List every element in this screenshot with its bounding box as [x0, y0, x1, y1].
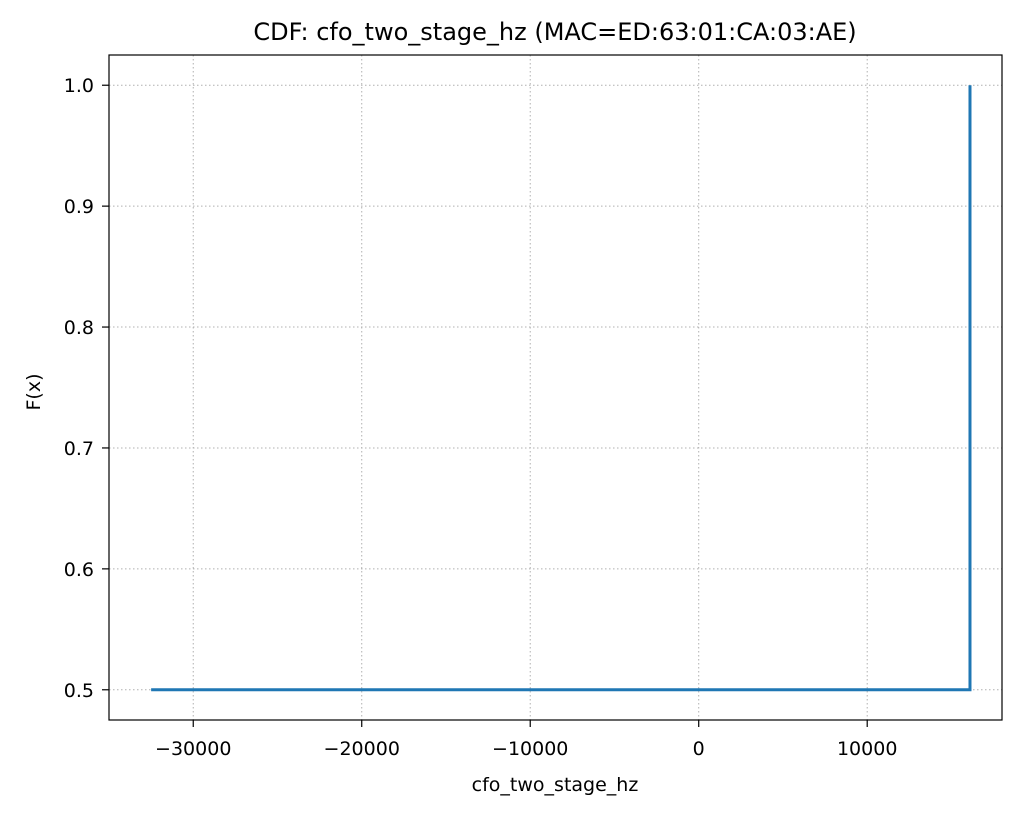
y-tick-label: 0.6 [64, 559, 94, 581]
series-layer [151, 85, 972, 692]
plot-frame [108, 54, 1003, 721]
x-tick-label: 0 [693, 738, 705, 760]
x-tick-label: −10000 [492, 738, 568, 760]
plot-area-background [109, 55, 1002, 720]
cdf-series-line [151, 85, 972, 692]
x-tick-label: −30000 [155, 738, 231, 760]
y-tick-label: 0.8 [64, 317, 94, 339]
x-tick-label: 10000 [837, 738, 897, 760]
x-axis-label: cfo_two_stage_hz [472, 774, 639, 796]
ticks-layer [102, 84, 868, 727]
y-tick-label: 0.5 [64, 680, 94, 702]
chart-title: CDF: cfo_two_stage_hz (MAC=ED:63:01:CA:0… [253, 18, 856, 46]
x-tick-label: −20000 [324, 738, 400, 760]
y-tick-label: 0.9 [64, 196, 94, 218]
y-tick-label: 1.0 [64, 75, 94, 97]
tick-labels-layer: −30000 −20000 −10000 0 10000 0.5 0.6 0.7 0.8 0.9 1… [64, 75, 898, 760]
y-axis-label: F(x) [23, 374, 45, 411]
y-tick-label: 0.7 [64, 438, 94, 460]
